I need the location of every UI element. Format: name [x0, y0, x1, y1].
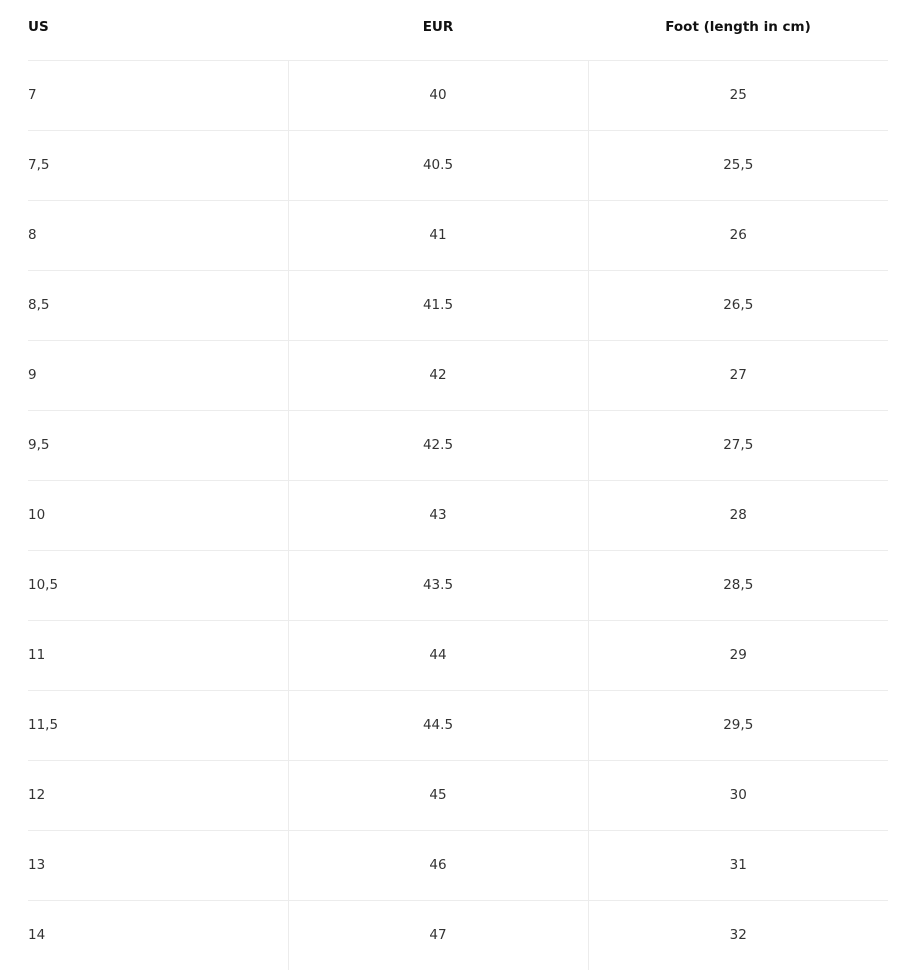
table-row: 9 42 27 — [28, 339, 888, 410]
us-size-cell: 11 — [28, 619, 288, 690]
table-row: 7 40 25 — [28, 59, 888, 130]
us-size-cell: 7 — [28, 59, 288, 130]
us-size-cell: 13 — [28, 829, 288, 900]
eur-size-cell: 46 — [287, 829, 588, 900]
eur-size-cell: 41 — [287, 199, 588, 270]
foot-length-cell: 27,5 — [587, 409, 888, 480]
us-size-cell: 9 — [28, 339, 288, 410]
eur-size-cell: 44 — [287, 619, 588, 690]
foot-length-cell: 26,5 — [587, 269, 888, 340]
foot-length-cell: 30 — [587, 759, 888, 830]
foot-length-cell: 25 — [587, 59, 888, 130]
foot-length-cell: 29 — [587, 619, 888, 690]
eur-size-cell: 42 — [287, 339, 588, 410]
header-us: US — [28, 18, 49, 35]
foot-length-cell: 29,5 — [587, 689, 888, 760]
header-foot-length: Foot (length in cm) — [665, 18, 811, 35]
foot-length-cell: 27 — [587, 339, 888, 410]
foot-length-cell: 26 — [587, 199, 888, 270]
table-row: 12 45 30 — [28, 759, 888, 830]
eur-size-cell: 43 — [287, 479, 588, 550]
us-size-cell: 8 — [28, 199, 288, 270]
us-size-cell: 10 — [28, 479, 288, 550]
us-size-cell: 7,5 — [28, 129, 288, 200]
table-row: 11 44 29 — [28, 619, 888, 690]
table-row: 8 41 26 — [28, 199, 888, 270]
us-size-cell: 14 — [28, 899, 288, 970]
foot-length-cell: 32 — [587, 899, 888, 970]
table-row: 10 43 28 — [28, 479, 888, 550]
us-size-cell: 11,5 — [28, 689, 288, 760]
header-row: US EUR Foot (length in cm) — [28, 0, 888, 60]
table-row: 11,5 44.5 29,5 — [28, 689, 888, 760]
eur-size-cell: 44.5 — [287, 689, 588, 760]
eur-size-cell: 42.5 — [287, 409, 588, 480]
us-size-cell: 9,5 — [28, 409, 288, 480]
table-row: 8,5 41.5 26,5 — [28, 269, 888, 340]
table-row: 9,5 42.5 27,5 — [28, 409, 888, 480]
foot-length-cell: 25,5 — [587, 129, 888, 200]
us-size-cell: 8,5 — [28, 269, 288, 340]
eur-size-cell: 40.5 — [287, 129, 588, 200]
eur-size-cell: 40 — [287, 59, 588, 130]
table-row: 13 46 31 — [28, 829, 888, 900]
us-size-cell: 10,5 — [28, 549, 288, 620]
header-eur: EUR — [422, 18, 454, 35]
us-size-cell: 12 — [28, 759, 288, 830]
eur-size-cell: 47 — [287, 899, 588, 970]
table-row: 10,5 43.5 28,5 — [28, 549, 888, 620]
eur-size-cell: 41.5 — [287, 269, 588, 340]
table-row: 7,5 40.5 25,5 — [28, 129, 888, 200]
eur-size-cell: 43.5 — [287, 549, 588, 620]
foot-length-cell: 28,5 — [587, 549, 888, 620]
foot-length-cell: 31 — [587, 829, 888, 900]
eur-size-cell: 45 — [287, 759, 588, 830]
table-row: 14 47 32 — [28, 899, 888, 970]
foot-length-cell: 28 — [587, 479, 888, 550]
size-chart-table: US EUR Foot (length in cm) 7 40 25 7,5 40.5 2… — [28, 0, 888, 970]
